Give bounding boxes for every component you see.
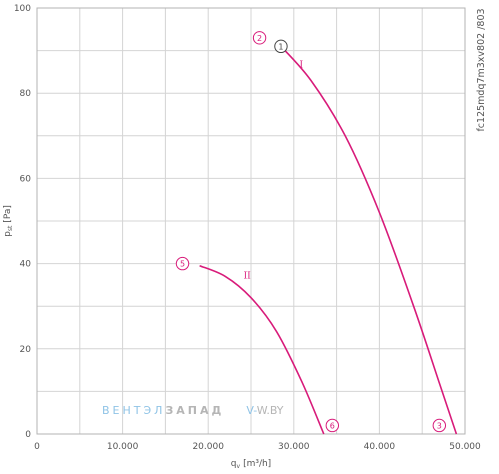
marker-circle [274,39,288,54]
curves: III [199,45,458,435]
x-tick-label: 50.000 [449,442,481,452]
y-tick-label: 100 [14,4,31,14]
curve-label: II [244,272,252,282]
point-marker-1: 1 [274,39,288,54]
watermark: ВЕНТЭЛЗАПАД V-W.BY [102,404,284,417]
marker-label: 1 [278,42,283,51]
y-axis-label: pst[Pa] [3,205,14,237]
y-tick-label: 20 [20,345,32,355]
marker-circle [252,31,267,45]
x-tick-label: 40.000 [364,442,396,452]
grid [37,8,465,434]
point-marker-3: 3 [432,418,447,433]
curve-label: I [300,60,304,70]
y-tick-label: 40 [20,260,32,270]
point-marker-5: 5 [175,256,190,271]
x-tick-label: 10.000 [107,442,139,452]
x-tick-label: 20.000 [192,442,224,452]
y-tick-label: 60 [20,174,32,184]
curve-ii [199,264,325,435]
marker-circle [432,418,447,433]
marker-circle [175,256,190,271]
marker-label: 2 [257,34,262,43]
model-code-label: fc125mdq7m3xv802 /803 [476,8,487,131]
x-tick-label: 30.000 [278,442,310,452]
watermark-text: ВЕНТЭЛЗАПАД V-W.BY [102,404,284,417]
point-markers: 1 2 3 5 6 [175,31,447,433]
x-tick-labels: 0 10.000 20.000 30.000 40.000 50.000 [34,442,481,452]
marker-label: 5 [180,260,185,269]
y-tick-label: 80 [20,89,32,99]
x-tick-label: 0 [34,442,40,452]
marker-label: 6 [330,421,335,430]
x-axis-label: qv [m³/h] [231,459,271,470]
y-tick-labels: 0 20 40 60 80 100 [14,4,31,440]
point-marker-2: 2 [252,31,267,45]
marker-circle [325,418,340,433]
point-marker-6: 6 [325,418,340,433]
curve-i [280,45,458,435]
plot-frame [36,7,466,435]
marker-label: 3 [437,421,442,430]
y-tick-label: 0 [25,430,31,440]
